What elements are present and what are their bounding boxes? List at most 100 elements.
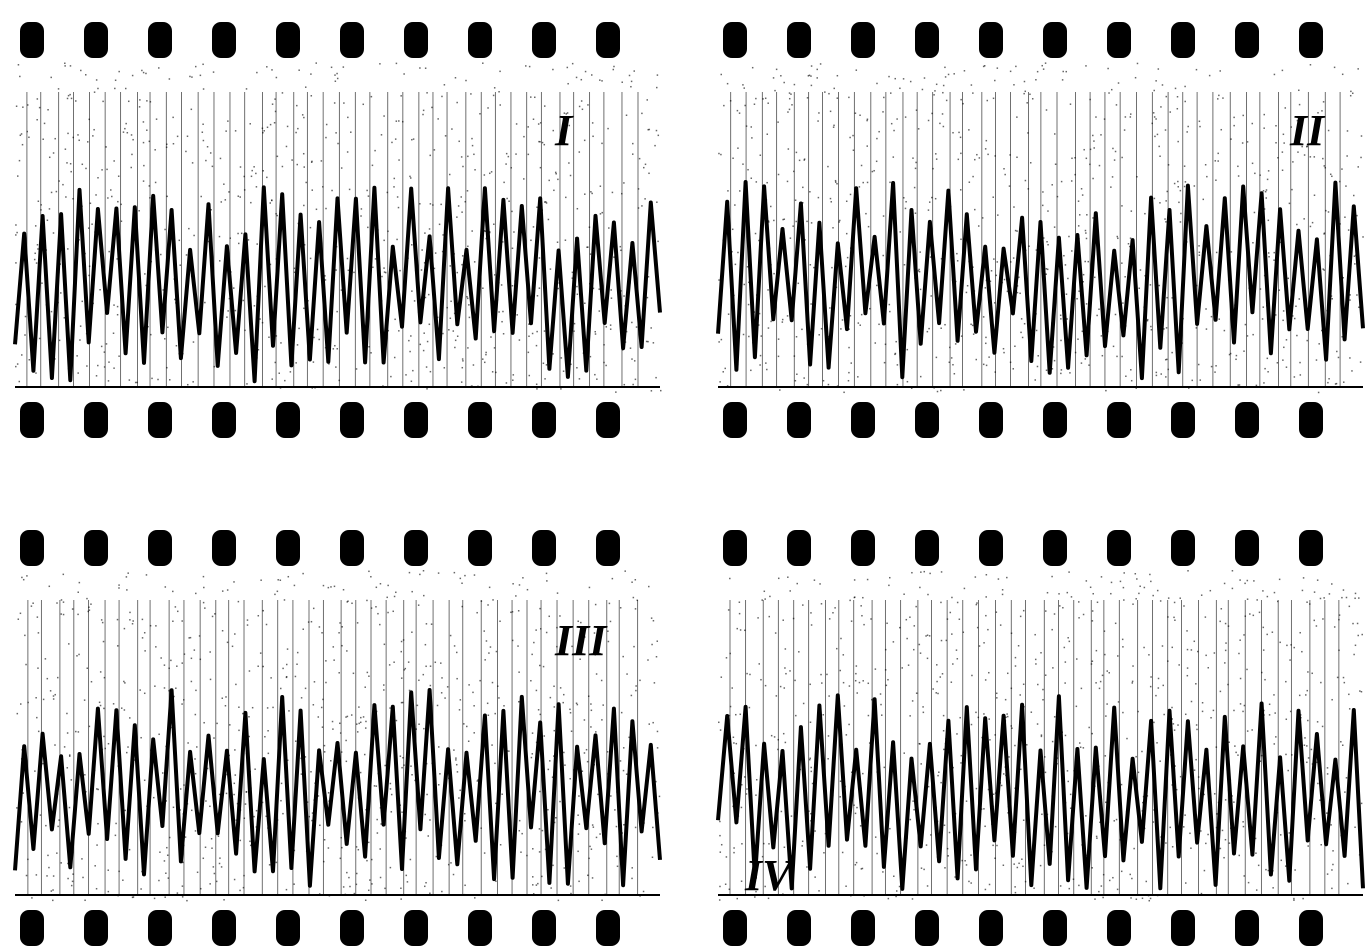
speckle xyxy=(426,388,428,390)
speckle xyxy=(399,270,401,272)
speckle xyxy=(94,91,96,93)
speckle xyxy=(305,182,307,184)
speckle xyxy=(1349,606,1351,608)
sprocket-hole xyxy=(532,530,556,566)
speckle xyxy=(1361,135,1363,137)
speckle xyxy=(1232,570,1234,572)
speckle xyxy=(301,697,303,699)
speckle xyxy=(295,676,297,678)
speckle xyxy=(1165,376,1167,378)
speckle xyxy=(584,140,586,142)
speckle xyxy=(764,598,766,600)
speckle xyxy=(1332,864,1334,866)
speckle xyxy=(884,362,886,364)
speckle xyxy=(1294,318,1296,320)
speckle xyxy=(169,78,171,80)
speckle xyxy=(1082,194,1084,196)
speckle xyxy=(548,769,550,771)
speckle xyxy=(657,74,659,76)
speckle xyxy=(610,328,612,330)
speckle xyxy=(652,827,654,829)
speckle xyxy=(214,613,216,615)
speckle xyxy=(1097,602,1099,604)
speckle xyxy=(467,298,469,300)
speckle xyxy=(784,847,786,849)
speckle xyxy=(1251,729,1253,731)
speckle xyxy=(1184,814,1186,816)
speckle xyxy=(331,67,333,69)
speckle xyxy=(765,98,767,100)
speckle xyxy=(431,623,433,625)
speckle xyxy=(457,335,459,337)
speckle xyxy=(1224,662,1226,664)
speckle xyxy=(1308,757,1310,759)
speckle xyxy=(391,142,393,144)
speckle xyxy=(462,255,464,257)
speckle xyxy=(256,186,258,188)
speckle xyxy=(739,112,741,114)
speckle xyxy=(185,151,187,153)
speckle xyxy=(1156,742,1158,744)
speckle xyxy=(17,363,19,365)
speckle xyxy=(1317,783,1319,785)
speckle xyxy=(1327,382,1329,384)
speckle xyxy=(595,333,597,335)
speckle xyxy=(1114,159,1116,161)
speckle xyxy=(960,99,962,101)
speckle xyxy=(396,720,398,722)
speckle xyxy=(518,610,520,612)
speckle xyxy=(383,240,385,242)
speckle xyxy=(1269,714,1271,716)
speckle xyxy=(943,730,945,732)
speckle xyxy=(1248,882,1250,884)
speckle xyxy=(473,732,475,734)
speckle xyxy=(1069,641,1071,643)
speckle xyxy=(631,867,633,869)
speckle xyxy=(126,589,128,591)
speckle xyxy=(554,730,556,732)
speckle xyxy=(1346,777,1348,779)
speckle xyxy=(218,835,220,837)
speckle xyxy=(555,172,557,174)
speckle xyxy=(195,690,197,692)
speckle xyxy=(50,77,52,79)
speckle xyxy=(1071,158,1073,160)
speckle xyxy=(860,605,862,607)
speckle xyxy=(488,652,490,654)
speckle xyxy=(498,697,500,699)
speckle xyxy=(1299,632,1301,634)
speckle xyxy=(457,771,459,773)
sprocket-hole xyxy=(787,402,811,438)
speckle xyxy=(721,676,723,678)
speckle xyxy=(544,378,546,380)
speckle xyxy=(970,854,972,856)
speckle xyxy=(158,734,160,736)
speckle xyxy=(185,836,187,838)
speckle xyxy=(384,644,386,646)
speckle xyxy=(225,696,227,698)
sprocket-hole xyxy=(915,22,939,58)
speckle xyxy=(795,715,797,717)
speckle xyxy=(324,751,326,753)
speckle xyxy=(50,690,52,692)
speckle xyxy=(647,659,649,661)
speckle xyxy=(615,391,617,393)
speckle xyxy=(1109,880,1111,882)
speckle xyxy=(1096,650,1098,652)
speckle xyxy=(256,72,258,74)
speckle xyxy=(49,157,51,159)
speckle xyxy=(117,306,119,308)
speckle xyxy=(1000,624,1002,626)
speckle xyxy=(773,220,775,222)
film-strips: IIIIIIIV xyxy=(0,0,1369,951)
speckle xyxy=(286,664,288,666)
speckle xyxy=(1020,332,1022,334)
speckle xyxy=(914,187,916,189)
speckle xyxy=(532,333,534,335)
speckle xyxy=(755,233,757,235)
speckle xyxy=(335,80,337,82)
speckle xyxy=(383,689,385,691)
speckle xyxy=(1222,830,1224,832)
sprocket-hole xyxy=(851,530,875,566)
speckle xyxy=(565,239,567,241)
